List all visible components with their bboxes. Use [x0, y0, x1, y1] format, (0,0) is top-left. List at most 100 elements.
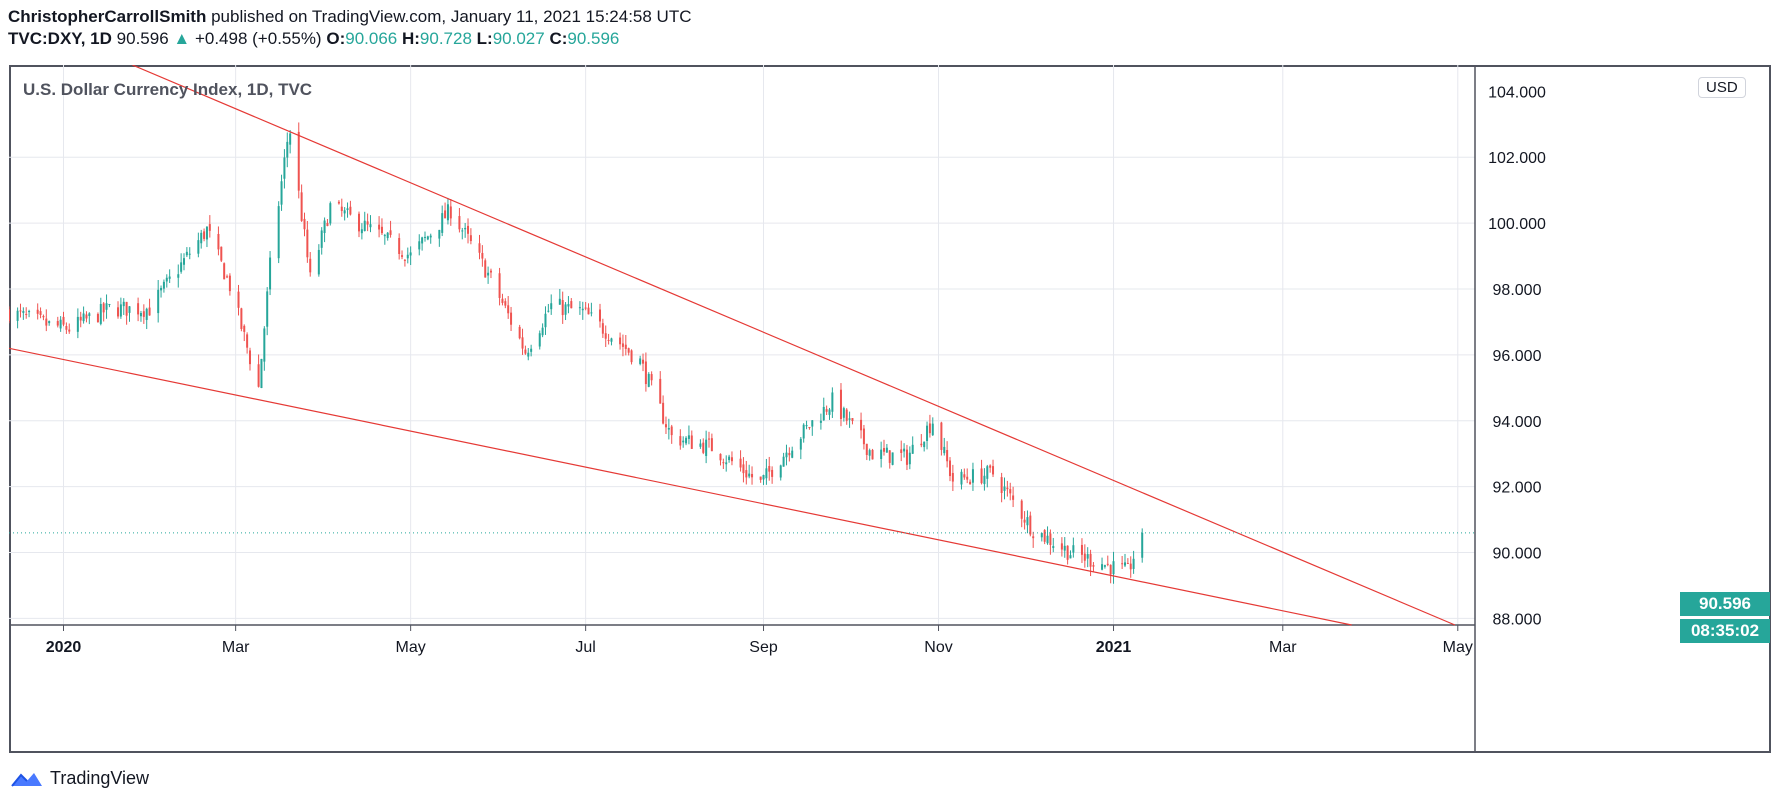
candle-body [320, 230, 323, 248]
candle-body [383, 235, 386, 237]
currency-badge[interactable]: USD [1698, 77, 1746, 98]
candle-body [309, 258, 312, 273]
x-tick-label: May [396, 639, 426, 656]
candle-body [1112, 561, 1115, 575]
candle-body [808, 427, 811, 429]
candle-body [68, 329, 71, 332]
candle-body [489, 270, 492, 273]
candle-body [363, 220, 366, 231]
candle-body [578, 307, 581, 309]
candle-body [88, 313, 91, 316]
y-tick-label: 94.000 [1493, 414, 1542, 431]
candle-body [791, 450, 794, 458]
tradingview-brand[interactable]: TradingView [10, 768, 149, 789]
low-value: 90.027 [492, 29, 545, 48]
candle-body [507, 305, 510, 314]
candle-body [647, 373, 650, 387]
candle-body [1026, 517, 1029, 526]
candle-body [980, 468, 983, 484]
candle-body [79, 316, 82, 321]
candle-body [39, 311, 42, 315]
candle-body [386, 232, 389, 239]
candle-body [108, 304, 111, 306]
candle-body [165, 277, 168, 282]
candle-body [948, 460, 951, 477]
candle-body [885, 447, 888, 453]
candle-body [160, 287, 163, 291]
candle-body [406, 254, 409, 259]
trendline-lower [9, 347, 1352, 626]
candle-body [257, 364, 260, 387]
candle-body [205, 226, 208, 240]
candle-body [444, 210, 447, 219]
candle-body [710, 438, 713, 452]
candle-body [429, 235, 432, 238]
candle-body [659, 378, 662, 404]
candle-body [642, 359, 645, 364]
candle-body [828, 409, 831, 415]
candle-body [289, 133, 292, 145]
candle-body [561, 300, 564, 316]
candle-body [467, 225, 470, 234]
candle-body [36, 309, 39, 314]
candle-body [865, 443, 868, 455]
candle-body [1080, 544, 1083, 555]
candle-body [1043, 530, 1046, 542]
candle-body [650, 374, 653, 381]
candle-body [438, 229, 441, 239]
chart-svg[interactable]: 88.000 90.000 92.000 94.000 96.000 98.000 100.… [9, 65, 1771, 753]
candle-body [360, 229, 363, 234]
candle-body [1023, 519, 1026, 523]
high-label: H: [401, 29, 420, 48]
candle-body [42, 316, 45, 318]
author-name[interactable]: ChristopherCarrollSmith [8, 7, 207, 26]
candle-body [277, 206, 280, 259]
candle-body [464, 227, 467, 230]
candle-body [1012, 495, 1015, 500]
candle-body [960, 471, 963, 485]
candle-body [263, 328, 266, 362]
candle-body [923, 441, 926, 448]
candle-body [719, 453, 722, 461]
candle-body [946, 449, 949, 462]
candle-body [200, 232, 203, 244]
candle-body [346, 208, 349, 211]
candle-body [105, 303, 108, 310]
candle-body [139, 312, 142, 317]
candle-body [300, 192, 303, 221]
candle-body [117, 307, 120, 317]
candle-body [992, 466, 995, 475]
candle-body [303, 218, 306, 230]
candle-body [484, 260, 487, 278]
x-tick-label: 2021 [1096, 639, 1132, 656]
candle-body [822, 406, 825, 421]
candle-body [1109, 564, 1112, 575]
candle-body [705, 439, 708, 457]
candle-body [518, 326, 521, 339]
candle-body [630, 350, 633, 363]
candle-body [96, 313, 99, 323]
y-tick-label: 92.000 [1493, 480, 1542, 497]
candle-body [687, 435, 690, 439]
x-tick-label: Mar [1269, 639, 1297, 656]
candle-body [564, 304, 567, 315]
candle-body [260, 358, 263, 389]
candle-body [699, 443, 702, 447]
candle-body [1046, 535, 1049, 544]
candle-body [825, 409, 828, 412]
candle-body [1009, 489, 1012, 494]
candle-body [670, 426, 673, 436]
candle-body [905, 449, 908, 465]
candle-body [28, 310, 31, 313]
candle-body [739, 458, 742, 468]
candle-body [983, 475, 986, 485]
candle-body [357, 213, 361, 232]
candle-body [570, 301, 573, 309]
candle-body [478, 243, 481, 253]
y-tick-label: 96.000 [1493, 348, 1542, 365]
candle-body [481, 252, 484, 259]
candle-body [931, 423, 934, 436]
candle-body [888, 450, 891, 463]
candle-body [587, 307, 590, 315]
candle-body [839, 389, 842, 420]
